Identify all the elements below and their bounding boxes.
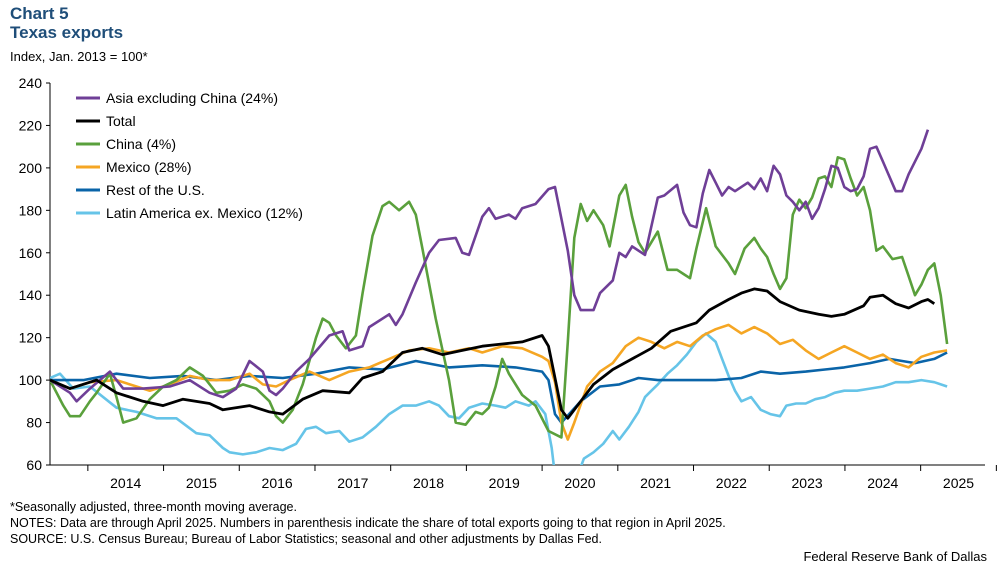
y-tick-label: 200 [19, 160, 43, 176]
x-tick-label: 2020 [564, 475, 595, 491]
x-tick-label: 2015 [186, 475, 217, 491]
y-tick-label: 60 [26, 457, 42, 473]
series-line-rest-of-the-u-s [50, 351, 948, 424]
series-line-asia-excluding-china-24 [50, 129, 930, 403]
x-tick-label: 2022 [716, 475, 747, 491]
series-line-mexico-28 [50, 323, 948, 441]
x-tick-label: 2019 [489, 475, 520, 491]
line-chart: 60 80 100 120 140 160 180 200 220 240 2014 2015 2016… [19, 75, 997, 491]
x-tick-label: 2024 [867, 475, 898, 491]
y-tick-label: 160 [19, 245, 43, 261]
series-line-total [50, 287, 936, 420]
legend-label: Latin America ex. Mexico (12%) [106, 205, 303, 221]
credit-label: Federal Reserve Bank of Dallas [803, 549, 987, 564]
y-axis-unit-label: Index, Jan. 2013 = 100* [10, 49, 148, 64]
y-tick-label: 240 [19, 75, 43, 91]
chart-legend: Asia excluding China (24%) Total China (4%… [76, 90, 303, 221]
x-tick-label: 2014 [110, 475, 141, 491]
y-tick-label: 80 [26, 415, 42, 431]
y-tick-label: 100 [19, 372, 43, 388]
x-tick-label: 2025 [943, 475, 974, 491]
chart-axes: 60 80 100 120 140 160 180 200 220 240 2014 2015 2016… [19, 75, 997, 491]
legend-label: China (4%) [106, 136, 176, 152]
chart-title: Texas exports [10, 23, 124, 42]
x-tick-label: 2018 [413, 475, 444, 491]
source-text: SOURCE: U.S. Census Bureau; Bureau of La… [10, 532, 602, 546]
series-line-latin-america-ex-mexico-12 [50, 332, 948, 465]
legend-label: Mexico (28%) [106, 159, 192, 175]
x-tick-label: 2023 [792, 475, 823, 491]
x-tick-label: 2021 [640, 475, 671, 491]
chart-number: Chart 5 [10, 4, 69, 23]
y-tick-label: 180 [19, 202, 43, 218]
legend-label: Rest of the U.S. [106, 182, 205, 198]
notes-text: NOTES: Data are through April 2025. Numb… [10, 516, 726, 530]
y-tick-label: 120 [19, 330, 43, 346]
series-layer [50, 129, 949, 465]
y-tick-label: 220 [19, 117, 43, 133]
legend-label: Total [106, 113, 136, 129]
x-tick-label: 2017 [337, 475, 368, 491]
footnote: *Seasonally adjusted, three-month moving… [10, 500, 297, 514]
series-line-china-4 [50, 156, 949, 439]
legend-label: Asia excluding China (24%) [106, 90, 278, 106]
y-tick-label: 140 [19, 287, 43, 303]
x-tick-label: 2016 [262, 475, 293, 491]
